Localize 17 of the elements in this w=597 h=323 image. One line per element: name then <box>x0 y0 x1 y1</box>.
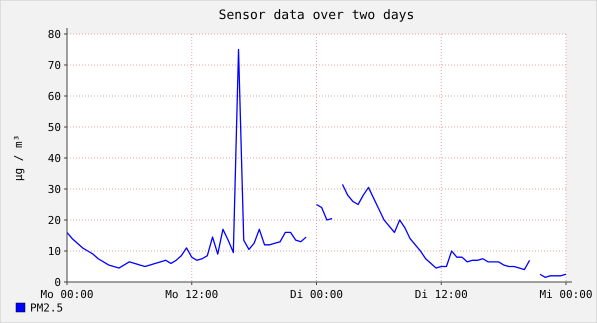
y-tick-label: 50 <box>48 120 61 134</box>
x-tick-label: Mo 00:00 <box>40 288 94 301</box>
legend-label: PM2.5 <box>30 302 64 314</box>
y-axis-title: µg / m³ <box>12 134 25 182</box>
y-tick-label: 80 <box>48 28 61 41</box>
x-tick-label: Di 12:00 <box>414 288 468 301</box>
x-tick-label: Mo 12:00 <box>165 288 218 301</box>
chart-title: Sensor data over two days <box>218 8 414 23</box>
x-tick-label: Di 00:00 <box>290 288 343 301</box>
y-tick-label: 20 <box>48 214 61 227</box>
y-tick-label: 40 <box>48 152 61 165</box>
y-tick-label: 60 <box>48 90 61 103</box>
x-tick-label: Mi 00:00 <box>540 288 592 301</box>
y-tick-label: 30 <box>48 182 61 196</box>
y-tick-label: 0 <box>54 276 61 289</box>
y-tick-label: 10 <box>48 244 61 258</box>
y-tick-label: 70 <box>48 58 61 72</box>
